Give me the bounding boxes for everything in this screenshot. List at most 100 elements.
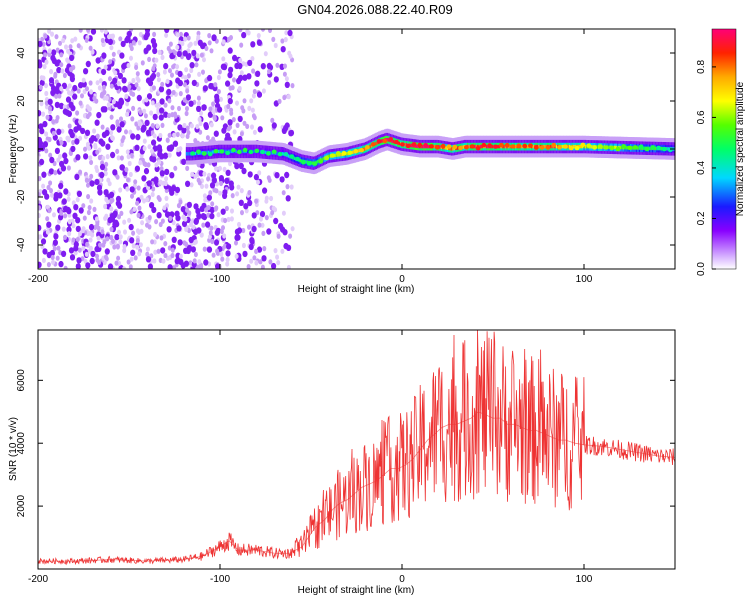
noise-speckle bbox=[249, 237, 255, 244]
noise-speckle bbox=[56, 245, 61, 251]
noise-speckle bbox=[242, 98, 247, 104]
noise-speckle bbox=[164, 195, 169, 201]
noise-speckle bbox=[144, 119, 150, 127]
noise-speckle bbox=[84, 129, 91, 136]
noise-speckle bbox=[142, 138, 147, 144]
ridge-dot bbox=[539, 145, 545, 150]
ridge-core bbox=[200, 151, 204, 155]
noise-speckle bbox=[215, 248, 220, 254]
noise-speckle bbox=[131, 243, 136, 249]
noise-speckle bbox=[164, 29, 170, 33]
ridge-core bbox=[619, 145, 623, 150]
noise-speckle bbox=[107, 216, 113, 224]
noise-speckle bbox=[87, 145, 91, 151]
noise-speckle bbox=[185, 94, 191, 101]
noise-speckle bbox=[74, 138, 80, 145]
noise-speckle bbox=[69, 67, 74, 73]
noise-speckle bbox=[158, 179, 163, 185]
ridge-core bbox=[520, 144, 524, 149]
noise-speckle bbox=[134, 144, 140, 151]
noise-speckle bbox=[110, 135, 115, 141]
noise-speckle bbox=[125, 101, 130, 107]
spectrogram-y-label: Frequency (Hz) bbox=[8, 115, 19, 184]
noise-speckle bbox=[213, 206, 218, 212]
noise-speckle bbox=[219, 228, 224, 235]
noise-speckle bbox=[290, 83, 295, 89]
noise-speckle bbox=[100, 229, 105, 235]
noise-speckle bbox=[167, 132, 172, 138]
noise-speckle bbox=[71, 237, 76, 243]
noise-speckle bbox=[42, 248, 48, 255]
noise-speckle bbox=[220, 63, 226, 70]
ridge-dot bbox=[417, 142, 423, 148]
noise-speckle bbox=[83, 153, 89, 160]
noise-speckle bbox=[107, 181, 112, 187]
ridge-core bbox=[509, 144, 512, 149]
ridge-core bbox=[567, 144, 570, 149]
noise-speckle bbox=[121, 62, 128, 69]
ridge-dot bbox=[469, 144, 475, 149]
ridge-core bbox=[660, 147, 664, 151]
noise-speckle bbox=[238, 199, 244, 206]
noise-speckle bbox=[54, 34, 59, 40]
noise-speckle bbox=[74, 173, 80, 181]
noise-speckle bbox=[109, 114, 114, 120]
noise-speckle bbox=[75, 217, 81, 224]
noise-speckle bbox=[125, 186, 130, 192]
noise-speckle bbox=[199, 110, 203, 116]
ridge-core bbox=[614, 145, 617, 150]
noise-speckle bbox=[267, 177, 272, 183]
noise-speckle bbox=[139, 228, 144, 234]
noise-speckle bbox=[90, 29, 97, 35]
noise-speckle bbox=[186, 35, 191, 41]
ridge-core bbox=[247, 149, 250, 154]
noise-speckle bbox=[65, 96, 72, 103]
noise-speckle bbox=[252, 129, 257, 135]
noise-speckle bbox=[283, 63, 287, 69]
noise-speckle bbox=[94, 119, 100, 126]
noise-speckle bbox=[98, 78, 103, 84]
noise-speckle bbox=[185, 88, 190, 94]
ridge-dot bbox=[452, 144, 458, 150]
noise-speckle bbox=[55, 224, 61, 231]
ridge-dot bbox=[347, 150, 353, 155]
noise-speckle bbox=[177, 70, 183, 78]
noise-speckle bbox=[152, 145, 158, 152]
noise-speckle bbox=[236, 227, 243, 234]
noise-speckle bbox=[66, 196, 71, 202]
ridge-core bbox=[363, 147, 367, 151]
ridge-dot bbox=[219, 149, 225, 154]
noise-speckle bbox=[112, 77, 118, 85]
ridge-core bbox=[223, 149, 227, 154]
noise-speckle bbox=[83, 258, 88, 264]
noise-speckle bbox=[226, 103, 231, 110]
noise-speckle bbox=[136, 125, 141, 131]
ridge-core bbox=[666, 147, 669, 151]
noise-speckle bbox=[156, 248, 161, 254]
noise-speckle bbox=[220, 256, 225, 262]
noise-speckle bbox=[38, 261, 42, 268]
noise-speckle bbox=[71, 200, 76, 206]
ridge-core bbox=[229, 149, 233, 154]
noise-speckle bbox=[280, 46, 286, 53]
noise-speckle bbox=[102, 84, 106, 90]
y-tick-label: -20 bbox=[16, 189, 27, 204]
noise-speckle bbox=[82, 113, 87, 119]
noise-speckle bbox=[57, 192, 63, 199]
x-tick-label: -200 bbox=[28, 274, 48, 285]
noise-speckle bbox=[267, 68, 271, 75]
ridge-dot bbox=[580, 142, 586, 147]
noise-speckle bbox=[44, 90, 49, 97]
noise-speckle bbox=[73, 36, 78, 42]
noise-speckle bbox=[70, 145, 76, 153]
noise-speckle bbox=[263, 51, 268, 57]
noise-speckle bbox=[156, 72, 161, 78]
noise-speckle bbox=[201, 69, 205, 75]
noise-speckle bbox=[196, 177, 201, 183]
ridge-dot bbox=[667, 147, 673, 153]
noise-speckle bbox=[238, 29, 243, 33]
noise-speckle bbox=[208, 190, 213, 196]
noise-speckle bbox=[217, 106, 223, 113]
noise-speckle bbox=[70, 38, 75, 44]
noise-speckle bbox=[246, 73, 252, 80]
